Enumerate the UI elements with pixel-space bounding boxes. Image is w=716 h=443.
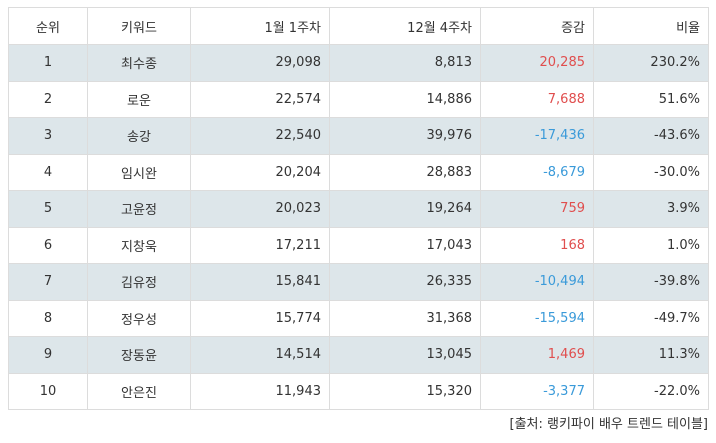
- cell-keyword: 안은진: [87, 372, 191, 410]
- cell-week2: 17,043: [329, 226, 481, 264]
- cell-change: -15,594: [480, 299, 594, 337]
- cell-change: 7,688: [480, 80, 594, 118]
- cell-change: -17,436: [480, 117, 594, 155]
- cell-ratio: -43.6%: [593, 117, 709, 155]
- cell-rank: 9: [8, 336, 88, 374]
- cell-ratio: 11.3%: [593, 336, 709, 374]
- header-keyword: 키워드: [87, 7, 191, 45]
- cell-change: -10,494: [480, 263, 594, 301]
- table-row: 7 김유정 15,841 26,335 -10,494 -39.8%: [8, 263, 709, 301]
- cell-rank: 2: [8, 80, 88, 118]
- cell-week1: 15,841: [190, 263, 330, 301]
- cell-rank: 6: [8, 226, 88, 264]
- cell-ratio: 1.0%: [593, 226, 709, 264]
- cell-week2: 28,883: [329, 153, 481, 191]
- cell-rank: 4: [8, 153, 88, 191]
- header-rank: 순위: [8, 7, 88, 45]
- table-row: 2 로운 22,574 14,886 7,688 51.6%: [8, 80, 709, 118]
- cell-keyword: 정우성: [87, 299, 191, 337]
- table-header-row: 순위 키워드 1월 1주차 12월 4주차 증감 비율: [8, 7, 709, 45]
- cell-week1: 20,204: [190, 153, 330, 191]
- source-caption: [출처: 랭키파이 배우 트렌드 테이블]: [509, 417, 709, 432]
- cell-keyword: 김유정: [87, 263, 191, 301]
- ranking-table-container: 순위 키워드 1월 1주차 12월 4주차 증감 비율 1 최수종 29,098…: [8, 7, 709, 410]
- cell-rank: 7: [8, 263, 88, 301]
- table-body: 1 최수종 29,098 8,813 20,285 230.2% 2 로운 22…: [8, 44, 709, 410]
- ranking-table: 순위 키워드 1월 1주차 12월 4주차 증감 비율 1 최수종 29,098…: [8, 7, 709, 410]
- cell-keyword: 최수종: [87, 44, 191, 82]
- cell-week1: 22,540: [190, 117, 330, 155]
- cell-week2: 14,886: [329, 80, 481, 118]
- table-row: 8 정우성 15,774 31,368 -15,594 -49.7%: [8, 299, 709, 337]
- table-row: 5 고윤정 20,023 19,264 759 3.9%: [8, 190, 709, 228]
- cell-change: -8,679: [480, 153, 594, 191]
- header-change: 증감: [480, 7, 594, 45]
- cell-week1: 29,098: [190, 44, 330, 82]
- cell-rank: 10: [8, 372, 88, 410]
- cell-ratio: 3.9%: [593, 190, 709, 228]
- header-ratio: 비율: [593, 7, 709, 45]
- cell-week2: 8,813: [329, 44, 481, 82]
- cell-ratio: 51.6%: [593, 80, 709, 118]
- cell-rank: 1: [8, 44, 88, 82]
- header-week2: 12월 4주차: [329, 7, 481, 45]
- cell-week1: 22,574: [190, 80, 330, 118]
- cell-ratio: -22.0%: [593, 372, 709, 410]
- cell-ratio: -39.8%: [593, 263, 709, 301]
- cell-ratio: -30.0%: [593, 153, 709, 191]
- cell-change: 759: [480, 190, 594, 228]
- cell-week1: 20,023: [190, 190, 330, 228]
- table-row: 10 안은진 11,943 15,320 -3,377 -22.0%: [8, 372, 709, 410]
- cell-keyword: 고윤정: [87, 190, 191, 228]
- table-row: 6 지창욱 17,211 17,043 168 1.0%: [8, 226, 709, 264]
- cell-week2: 26,335: [329, 263, 481, 301]
- cell-rank: 5: [8, 190, 88, 228]
- table-row: 9 장동윤 14,514 13,045 1,469 11.3%: [8, 336, 709, 374]
- cell-week2: 19,264: [329, 190, 481, 228]
- header-week1: 1월 1주차: [190, 7, 330, 45]
- table-row: 1 최수종 29,098 8,813 20,285 230.2%: [8, 44, 709, 82]
- cell-ratio: -49.7%: [593, 299, 709, 337]
- cell-week2: 13,045: [329, 336, 481, 374]
- cell-week1: 15,774: [190, 299, 330, 337]
- cell-rank: 8: [8, 299, 88, 337]
- cell-week1: 11,943: [190, 372, 330, 410]
- table-row: 4 임시완 20,204 28,883 -8,679 -30.0%: [8, 153, 709, 191]
- cell-change: 168: [480, 226, 594, 264]
- cell-week2: 39,976: [329, 117, 481, 155]
- cell-change: -3,377: [480, 372, 594, 410]
- cell-keyword: 임시완: [87, 153, 191, 191]
- cell-week1: 17,211: [190, 226, 330, 264]
- cell-week1: 14,514: [190, 336, 330, 374]
- cell-change: 1,469: [480, 336, 594, 374]
- cell-keyword: 지창욱: [87, 226, 191, 264]
- cell-rank: 3: [8, 117, 88, 155]
- cell-ratio: 230.2%: [593, 44, 709, 82]
- cell-keyword: 로운: [87, 80, 191, 118]
- cell-change: 20,285: [480, 44, 594, 82]
- cell-week2: 15,320: [329, 372, 481, 410]
- cell-keyword: 송강: [87, 117, 191, 155]
- table-row: 3 송강 22,540 39,976 -17,436 -43.6%: [8, 117, 709, 155]
- cell-keyword: 장동윤: [87, 336, 191, 374]
- cell-week2: 31,368: [329, 299, 481, 337]
